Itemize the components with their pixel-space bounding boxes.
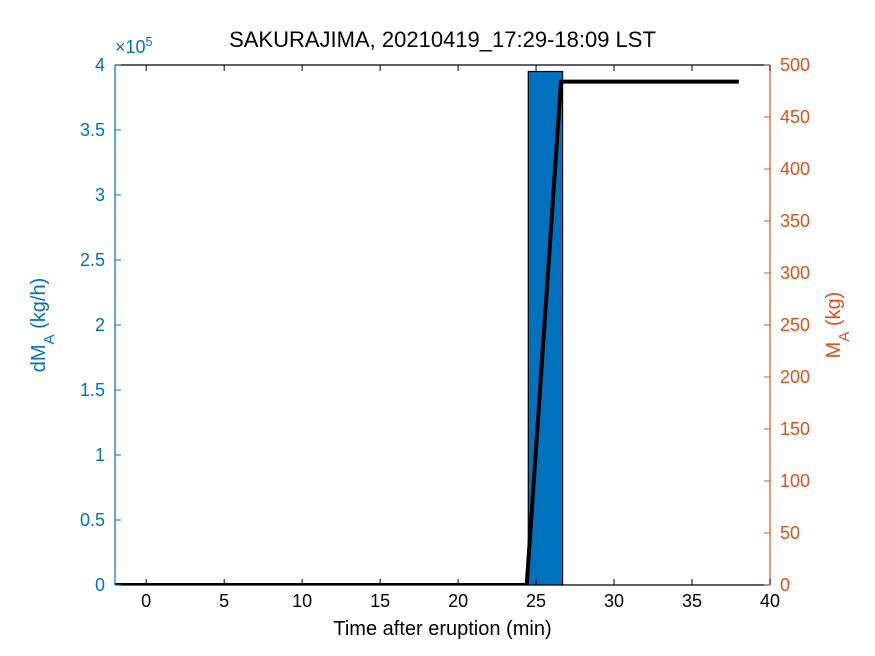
chart-container: 051015202530354000.511.522.533.540501001…	[0, 0, 875, 656]
x-tick-label: 15	[370, 591, 390, 611]
chart-title: SAKURAJIMA, 20210419_17:29-18:09 LST	[229, 27, 656, 52]
yR-tick-label: 350	[780, 211, 810, 231]
yL-tick-label: 1.5	[80, 380, 105, 400]
x-tick-label: 35	[682, 591, 702, 611]
yL-tick-label: 2	[95, 315, 105, 335]
yL-tick-label: 3.5	[80, 120, 105, 140]
x-tick-label: 10	[292, 591, 312, 611]
chart-svg: 051015202530354000.511.522.533.540501001…	[0, 0, 875, 656]
x-tick-label: 25	[526, 591, 546, 611]
yR-label: MA (kg)	[823, 292, 853, 359]
yL-tick-label: 3	[95, 185, 105, 205]
yL-tick-label: 4	[95, 55, 105, 75]
yR-tick-label: 100	[780, 471, 810, 491]
yR-tick-label: 500	[780, 55, 810, 75]
yL-tick-label: 0.5	[80, 510, 105, 530]
yR-tick-label: 400	[780, 159, 810, 179]
yR-tick-label: 200	[780, 367, 810, 387]
yL-label: dMA (kg/h)	[28, 278, 58, 373]
x-label: Time after eruption (min)	[333, 618, 551, 640]
x-tick-label: 20	[448, 591, 468, 611]
yR-tick-label: 50	[780, 523, 800, 543]
yR-tick-label: 0	[780, 575, 790, 595]
x-tick-label: 30	[604, 591, 624, 611]
yR-tick-label: 250	[780, 315, 810, 335]
yL-tick-label: 0	[95, 575, 105, 595]
yL-tick-label: 2.5	[80, 250, 105, 270]
yL-exponent: ×105	[115, 35, 153, 57]
yR-tick-label: 450	[780, 107, 810, 127]
yR-tick-label: 150	[780, 419, 810, 439]
x-tick-label: 5	[219, 591, 229, 611]
yL-tick-label: 1	[95, 445, 105, 465]
plot-area	[115, 65, 770, 585]
x-tick-label: 40	[760, 591, 780, 611]
yR-tick-label: 300	[780, 263, 810, 283]
x-tick-label: 0	[141, 591, 151, 611]
